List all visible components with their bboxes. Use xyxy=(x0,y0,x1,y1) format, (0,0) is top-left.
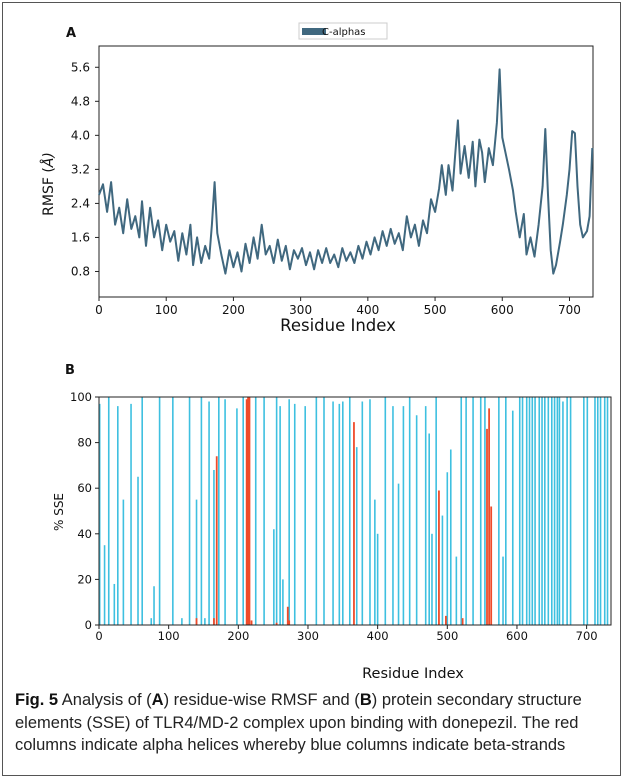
rmsf-x-tick-label: 500 xyxy=(424,303,447,317)
rmsf-y-tick-label: 4.0 xyxy=(71,128,90,142)
sse-plot-frame xyxy=(98,396,612,626)
caption-ref-a: A xyxy=(151,691,164,709)
legend-label: C-alphas xyxy=(322,27,366,38)
sse-axes: 0 100 200 300 400 500 600 700 0 20 40 60 80 100 xyxy=(70,390,612,643)
rmsf-x-tick-label: 600 xyxy=(491,303,514,317)
sse-x-tick-label: 500 xyxy=(436,629,458,643)
rmsf-y-tick-label: 3.2 xyxy=(71,162,90,176)
sse-x-tick-label: 700 xyxy=(576,629,598,643)
rmsf-y-axis-label: RMSF (Å) xyxy=(40,152,57,216)
figure-caption: Fig. 5 Analysis of (A) residue-wise RMSF… xyxy=(15,689,615,757)
sse-y-tick-label: 60 xyxy=(77,481,92,495)
sse-x-tick-label: 0 xyxy=(95,629,102,643)
caption-fig-label: Fig. 5 xyxy=(15,691,59,709)
sse-x-tick-label: 300 xyxy=(297,629,319,643)
rmsf-y-tick-label: 5.6 xyxy=(71,60,90,74)
rmsf-series-line xyxy=(98,68,594,275)
caption-ref-b: B xyxy=(359,691,372,709)
rmsf-y-tick-label: 4.8 xyxy=(71,94,90,108)
rmsf-x-tick-label: 300 xyxy=(289,303,312,317)
caption-text-1: Analysis of ( xyxy=(61,691,152,709)
caption-text-3: ) protein secondary structure elements (… xyxy=(15,691,582,754)
sse-x-tick-label: 600 xyxy=(506,629,528,643)
rmsf-y-tick-label: 2.4 xyxy=(71,196,90,210)
rmsf-x-tick-label: 400 xyxy=(356,303,379,317)
rmsf-chart: A C-alphas 0 100 200 300 400 500 600 700 0.8 1.6 2… xyxy=(40,22,594,335)
panel-a-label: A xyxy=(66,26,76,41)
panel-b-label: B xyxy=(65,363,75,378)
sse-y-tick-label: 20 xyxy=(77,572,92,586)
sse-x-tick-label: 100 xyxy=(158,629,180,643)
rmsf-plot-frame xyxy=(98,45,594,298)
rmsf-x-tick-label: 0 xyxy=(95,303,103,317)
sse-chart: B 0 100 200 300 400 500 600 700 0 20 40 60 80 100 Res… xyxy=(52,363,612,682)
rmsf-x-tick-label: 200 xyxy=(222,303,245,317)
sse-x-axis-label: Residue Index xyxy=(362,666,464,682)
rmsf-y-tick-label: 1.6 xyxy=(71,230,90,244)
sse-y-tick-label: 100 xyxy=(70,390,92,404)
sse-y-axis-label: % SSE xyxy=(52,493,66,531)
legend-swatch xyxy=(302,28,326,35)
rmsf-x-tick-label: 700 xyxy=(558,303,581,317)
caption-text-2: ) residue-wise RMSF and ( xyxy=(163,691,360,709)
rmsf-legend: C-alphas xyxy=(298,22,388,40)
rmsf-x-tick-label: 100 xyxy=(155,303,178,317)
sse-x-tick-label: 400 xyxy=(367,629,389,643)
sse-y-tick-label: 80 xyxy=(77,436,92,450)
rmsf-x-axis-label: Residue Index xyxy=(280,316,396,335)
sse-x-tick-label: 200 xyxy=(227,629,249,643)
sse-y-tick-label: 0 xyxy=(85,618,92,632)
rmsf-y-tick-label: 0.8 xyxy=(71,264,90,278)
rmsf-axes: 0 100 200 300 400 500 600 700 0.8 1.6 2.4 3.2 4.0 4.8… xyxy=(71,45,594,317)
sse-y-tick-label: 40 xyxy=(77,527,92,541)
